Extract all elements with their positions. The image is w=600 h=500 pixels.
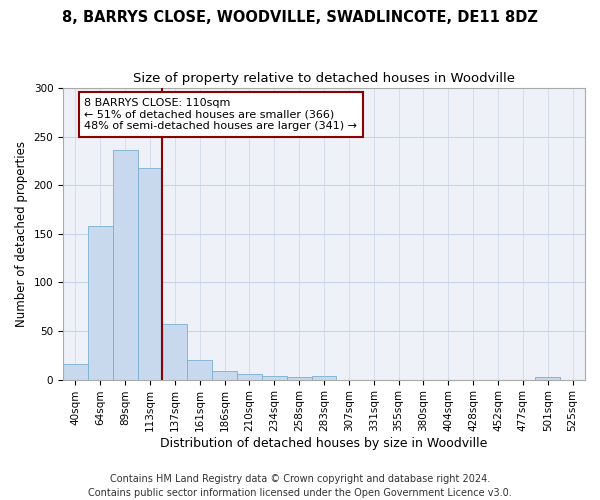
Bar [137, 168, 163, 380]
Bar [262, 376, 287, 380]
Text: 8 BARRYS CLOSE: 110sqm
← 51% of detached houses are smaller (366)
48% of semi-de: 8 BARRYS CLOSE: 110sqm ← 51% of detached… [84, 98, 357, 131]
Bar [113, 150, 137, 380]
X-axis label: Distribution of detached houses by size in Woodville: Distribution of detached houses by size … [160, 437, 488, 450]
Bar [163, 324, 187, 380]
Bar [212, 371, 237, 380]
Bar [187, 360, 212, 380]
Title: Size of property relative to detached houses in Woodville: Size of property relative to detached ho… [133, 72, 515, 86]
Bar [287, 376, 311, 380]
Bar [311, 376, 337, 380]
Text: Contains HM Land Registry data © Crown copyright and database right 2024.
Contai: Contains HM Land Registry data © Crown c… [88, 474, 512, 498]
Y-axis label: Number of detached properties: Number of detached properties [15, 141, 28, 327]
Bar [237, 374, 262, 380]
Bar [535, 376, 560, 380]
Text: 8, BARRYS CLOSE, WOODVILLE, SWADLINCOTE, DE11 8DZ: 8, BARRYS CLOSE, WOODVILLE, SWADLINCOTE,… [62, 10, 538, 25]
Bar [63, 364, 88, 380]
Bar [88, 226, 113, 380]
